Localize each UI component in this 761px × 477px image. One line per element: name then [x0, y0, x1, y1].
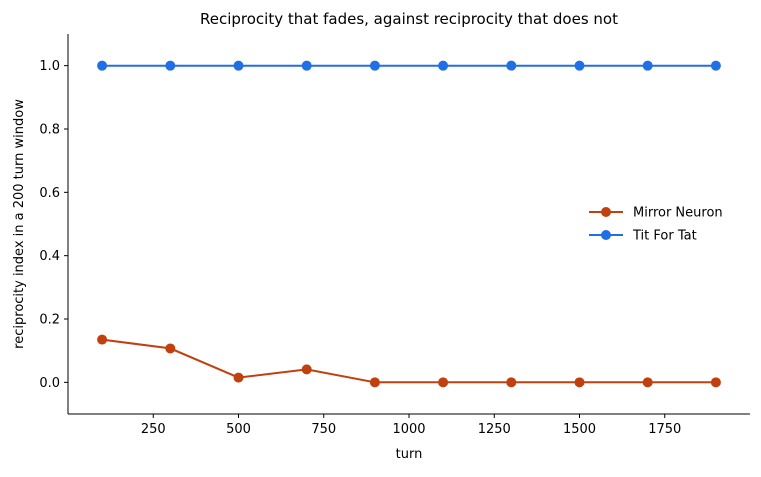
data-point-tit-for-tat [506, 60, 517, 71]
series-tit-for-tat [97, 60, 721, 71]
y-tick-label: 0.6 [39, 186, 60, 201]
y-tick-label: 1.0 [39, 59, 60, 74]
data-point-mirror-neuron [642, 377, 653, 388]
y-tick-label: 0.8 [39, 123, 60, 138]
y-axis-label: reciprocity index in a 200 turn window [12, 99, 27, 349]
data-point-tit-for-tat [438, 60, 449, 71]
y-tick-label: 0.2 [39, 313, 60, 328]
legend-item-mirror-neuron: Mirror Neuron [589, 206, 723, 221]
x-tick-label: 250 [141, 422, 166, 437]
legend-label-tit-for-tat: Tit For Tat [632, 229, 697, 244]
x-tick-label: 1750 [648, 422, 681, 437]
data-point-tit-for-tat [710, 60, 721, 71]
data-point-mirror-neuron [438, 377, 449, 388]
legend-marker-tit-for-tat [601, 230, 611, 240]
legend-item-tit-for-tat: Tit For Tat [589, 229, 697, 244]
data-point-mirror-neuron [369, 377, 380, 388]
x-tick-label: 500 [226, 422, 251, 437]
x-axis-label: turn [396, 447, 423, 462]
x-tick-label: 1000 [392, 422, 425, 437]
data-point-mirror-neuron [97, 334, 108, 345]
y-tick-label: 0.0 [39, 376, 60, 391]
data-point-tit-for-tat [97, 60, 108, 71]
data-point-mirror-neuron [574, 377, 585, 388]
y-tick-label: 0.4 [39, 249, 60, 264]
data-point-tit-for-tat [233, 60, 244, 71]
data-point-tit-for-tat [574, 60, 585, 71]
x-tick-label: 1250 [478, 422, 511, 437]
data-point-tit-for-tat [301, 60, 312, 71]
chart-title: Reciprocity that fades, against reciproc… [200, 10, 618, 28]
series-line-mirror-neuron [101, 338, 716, 384]
data-point-tit-for-tat [642, 60, 653, 71]
series-layer [97, 60, 721, 388]
data-point-mirror-neuron [165, 343, 176, 354]
series-mirror-neuron [97, 334, 721, 388]
data-point-mirror-neuron [301, 364, 312, 375]
legend: Mirror Neuron Tit For Tat [589, 206, 723, 244]
legend-marker-mirror-neuron [601, 207, 611, 217]
x-tick-label: 1500 [563, 422, 596, 437]
axes: 250 500 750 1000 1250 1500 1750 0.0 0.2 0.4 0.6 0.8… [39, 34, 750, 437]
legend-label-mirror-neuron: Mirror Neuron [633, 206, 723, 221]
data-point-mirror-neuron [506, 377, 517, 388]
data-point-mirror-neuron [233, 372, 244, 383]
x-tick-label: 750 [311, 422, 336, 437]
data-point-tit-for-tat [369, 60, 380, 71]
data-point-mirror-neuron [710, 377, 721, 388]
data-point-tit-for-tat [165, 60, 176, 71]
